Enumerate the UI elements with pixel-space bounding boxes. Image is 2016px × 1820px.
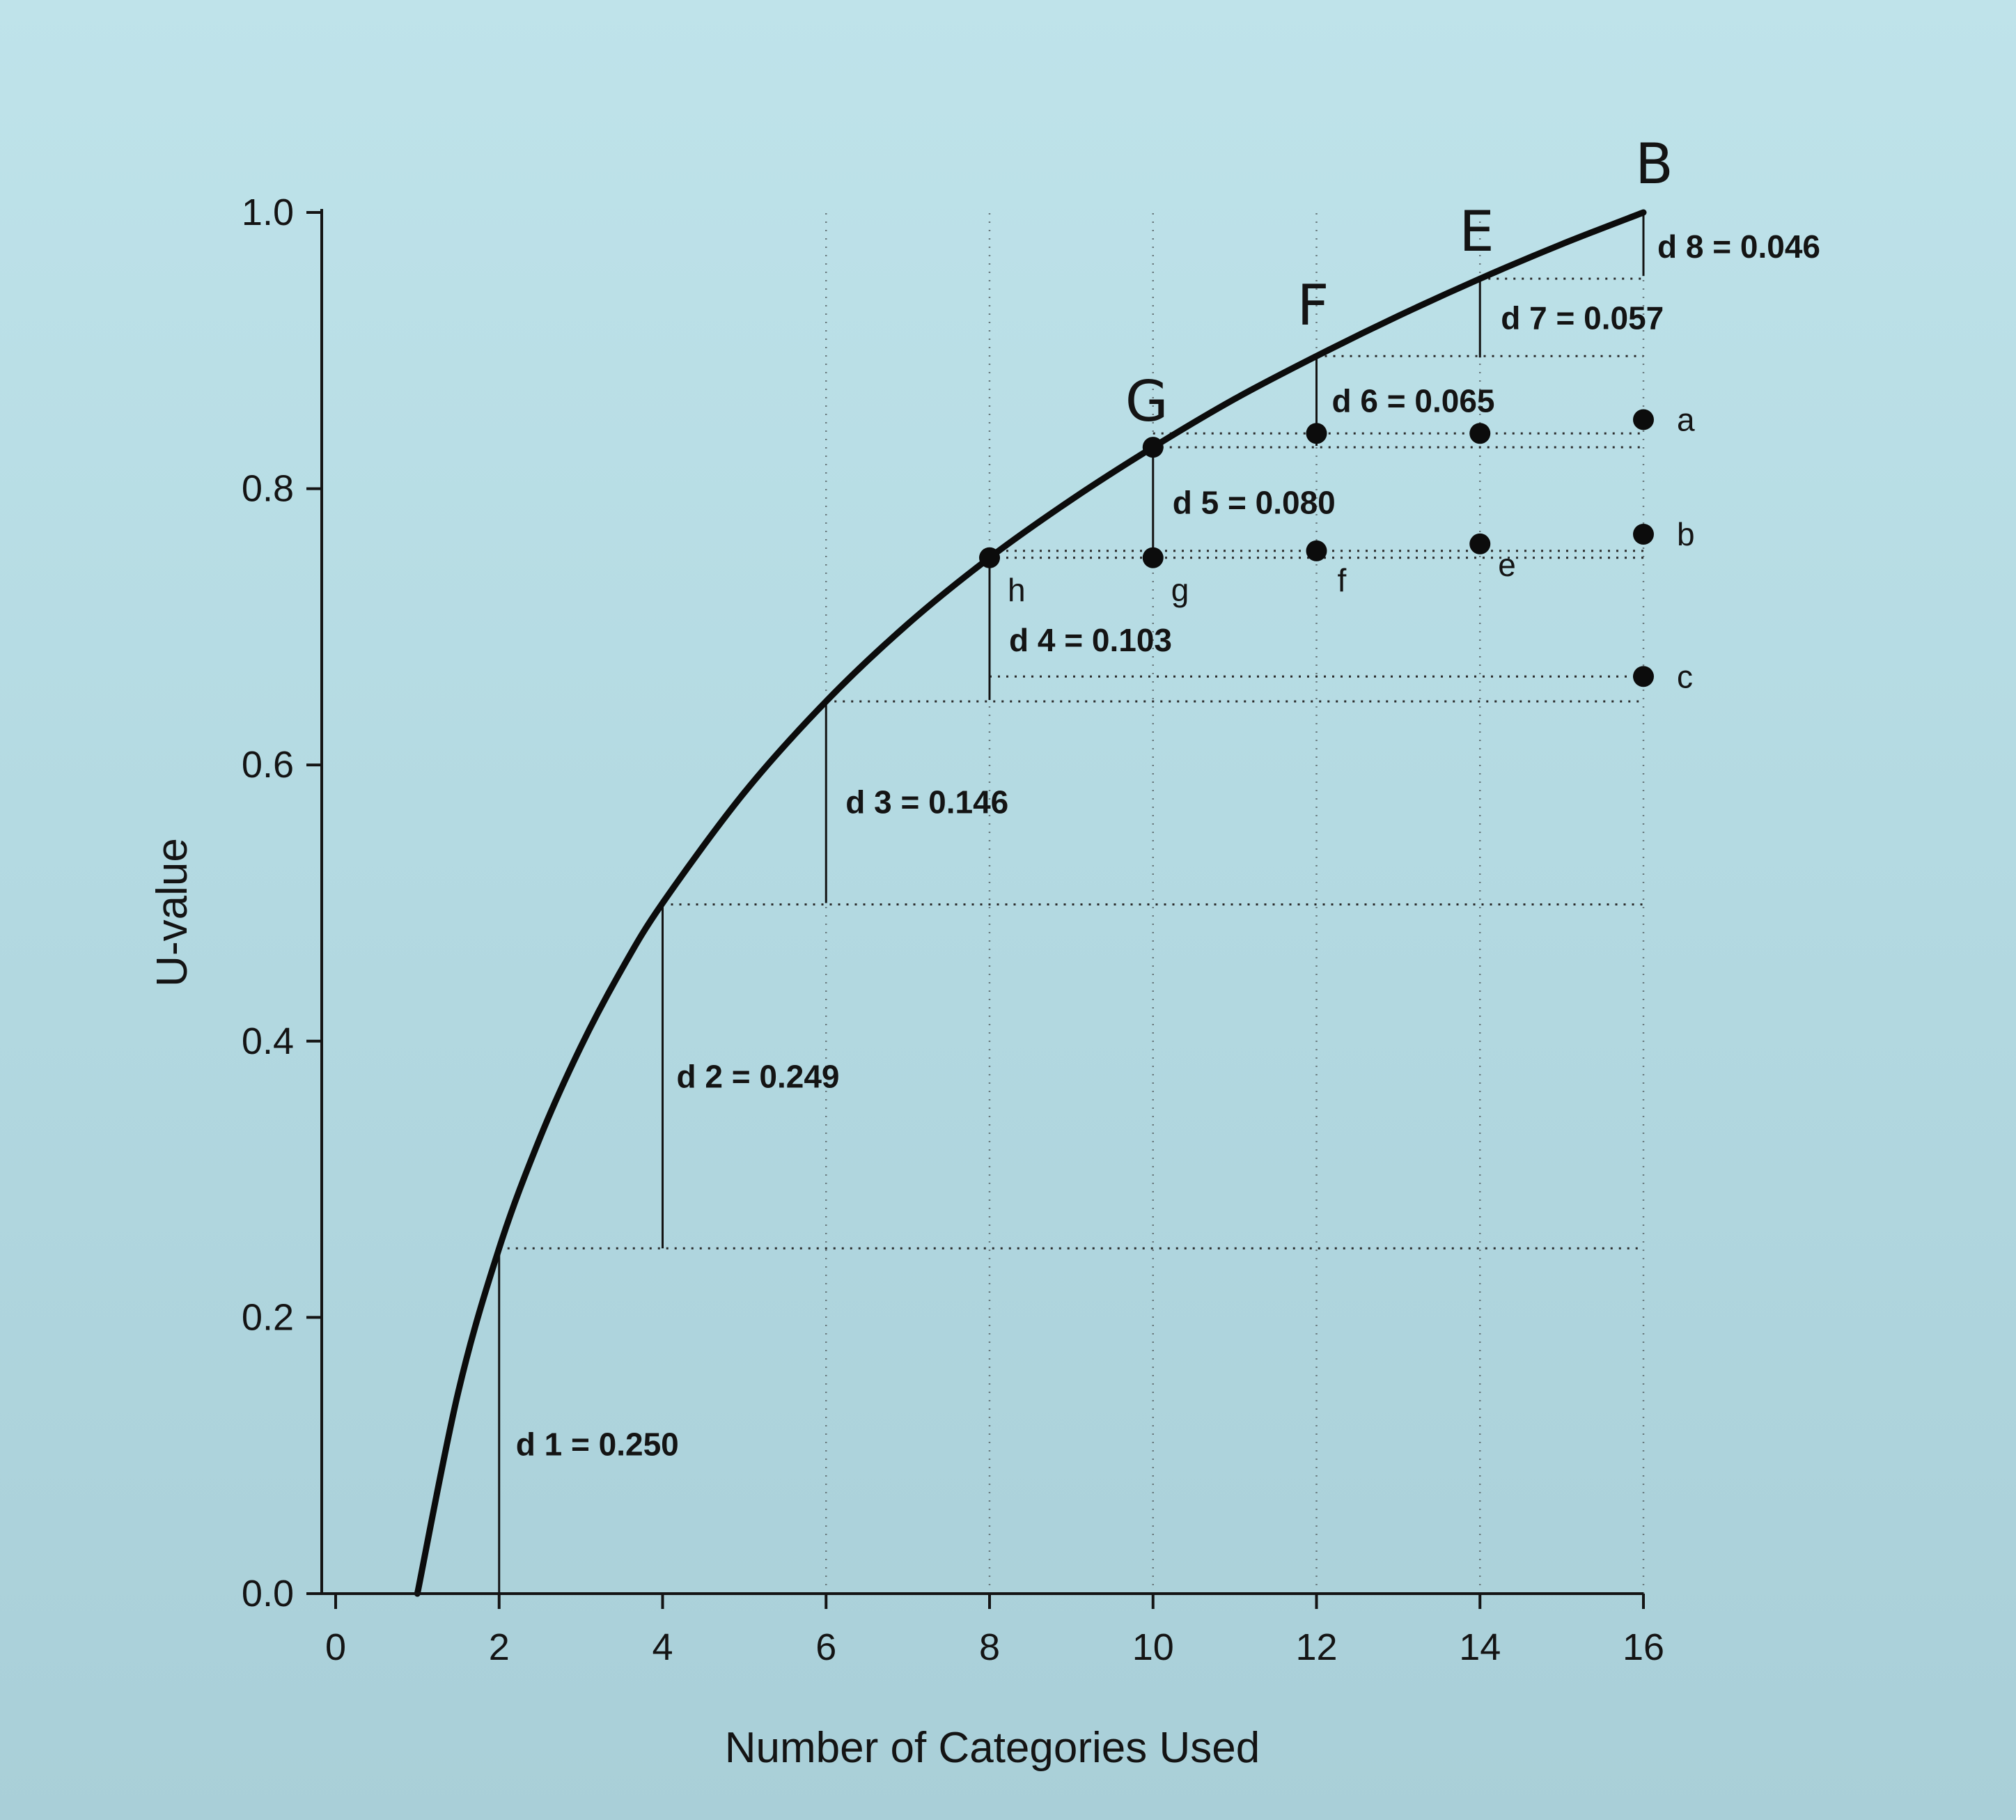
data-point (1142, 547, 1164, 568)
data-point (1469, 423, 1491, 444)
difference-label: d 6 = 0.065 (1332, 383, 1495, 419)
point-label: f (1338, 562, 1347, 598)
y-tick-label: 0.8 (242, 468, 294, 510)
y-tick-label: 0.0 (242, 1573, 294, 1615)
difference-label: d 2 = 0.249 (677, 1058, 840, 1094)
difference-label: d 8 = 0.046 (1657, 228, 1820, 265)
data-point (1633, 666, 1654, 687)
x-tick-label: 0 (325, 1626, 346, 1668)
y-tick-label: 0.4 (242, 1020, 294, 1062)
data-point (1633, 409, 1654, 430)
x-tick-label: 8 (979, 1626, 1000, 1668)
x-tick-label: 2 (489, 1626, 510, 1668)
difference-label: d 7 = 0.057 (1501, 300, 1664, 336)
y-tick-label: 0.6 (242, 744, 294, 786)
axis-ticks: 0 2 4 6 8 10 12 14 16 0.0 0.2 0.4 0.6 0.8 1.0 (242, 192, 1664, 1668)
x-tick-label: 10 (1132, 1626, 1174, 1668)
data-point (1633, 524, 1654, 545)
y-tick-label: 0.2 (242, 1296, 294, 1338)
curve-point-label: G (1125, 369, 1169, 434)
guide-lines (499, 212, 1645, 1594)
data-points (979, 409, 1654, 687)
point-label: c (1677, 658, 1693, 694)
y-tick-label: 1.0 (242, 192, 294, 233)
difference-label: d 3 = 0.146 (845, 784, 1008, 820)
x-tick-label: 16 (1623, 1626, 1664, 1668)
point-label: e (1498, 547, 1516, 583)
data-point (1306, 423, 1327, 444)
data-point (1469, 533, 1491, 554)
difference-lines (498, 212, 1645, 1594)
data-point (979, 547, 1000, 568)
difference-label: d 1 = 0.250 (516, 1426, 679, 1463)
axes (320, 209, 1643, 1595)
x-tick-label: 12 (1295, 1626, 1337, 1668)
data-point (1306, 540, 1327, 561)
point-label: h (1008, 572, 1026, 608)
curve-point-label: B (1635, 132, 1673, 196)
x-tick-label: 4 (652, 1626, 673, 1668)
x-tick-label: 6 (815, 1626, 836, 1668)
curve-point-label: E (1459, 199, 1494, 264)
difference-label: d 5 = 0.080 (1173, 484, 1336, 520)
data-point (1142, 437, 1164, 458)
point-label: b (1677, 516, 1695, 552)
x-axis-title: Number of Categories Used (725, 1724, 1260, 1772)
x-tick-label: 14 (1459, 1626, 1501, 1668)
u-value-curve (414, 209, 1647, 1597)
y-axis-title: U-value (148, 838, 196, 987)
point-label: a (1677, 401, 1695, 437)
annotation-labels: d 1 = 0.250 d 2 = 0.249 d 3 = 0.146 d 4 = 0… (516, 132, 1820, 1463)
difference-label: d 4 = 0.103 (1009, 622, 1172, 658)
curve-point-label: F (1297, 273, 1329, 338)
point-label: g (1171, 572, 1189, 608)
